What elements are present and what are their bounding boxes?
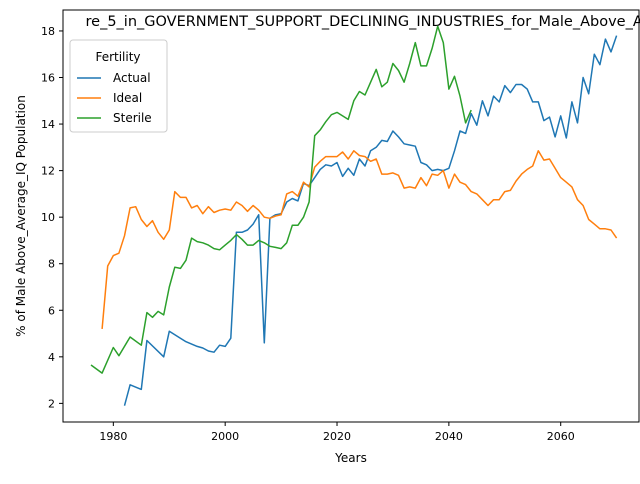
y-tick-label: 8	[48, 258, 55, 271]
x-axis-label: Years	[334, 451, 367, 465]
legend: Fertility Actual Ideal Sterile	[70, 40, 167, 132]
legend-label-sterile: Sterile	[113, 111, 152, 125]
x-tick-label: 2060	[547, 430, 575, 443]
x-tick-label: 2000	[211, 430, 239, 443]
y-tick-label: 12	[41, 165, 55, 178]
x-tick-label: 2020	[323, 430, 351, 443]
legend-label-ideal: Ideal	[113, 91, 142, 105]
y-tick-label: 14	[41, 118, 55, 131]
x-tick-label: 2040	[435, 430, 463, 443]
y-tick-label: 2	[48, 397, 55, 410]
y-tick-label: 4	[48, 351, 55, 364]
chart-title: re_5_in_GOVERNMENT_SUPPORT_DECLINING_IND…	[86, 14, 640, 30]
x-tick-label: 1980	[99, 430, 127, 443]
y-tick-label: 10	[41, 211, 55, 224]
y-axis-label: % of Male Above_Average_IQ Population	[14, 95, 28, 337]
legend-title: Fertility	[95, 50, 140, 64]
y-tick-label: 16	[41, 72, 55, 85]
legend-label-actual: Actual	[113, 71, 151, 85]
y-tick-label: 6	[48, 304, 55, 317]
y-tick-label: 18	[41, 25, 55, 38]
